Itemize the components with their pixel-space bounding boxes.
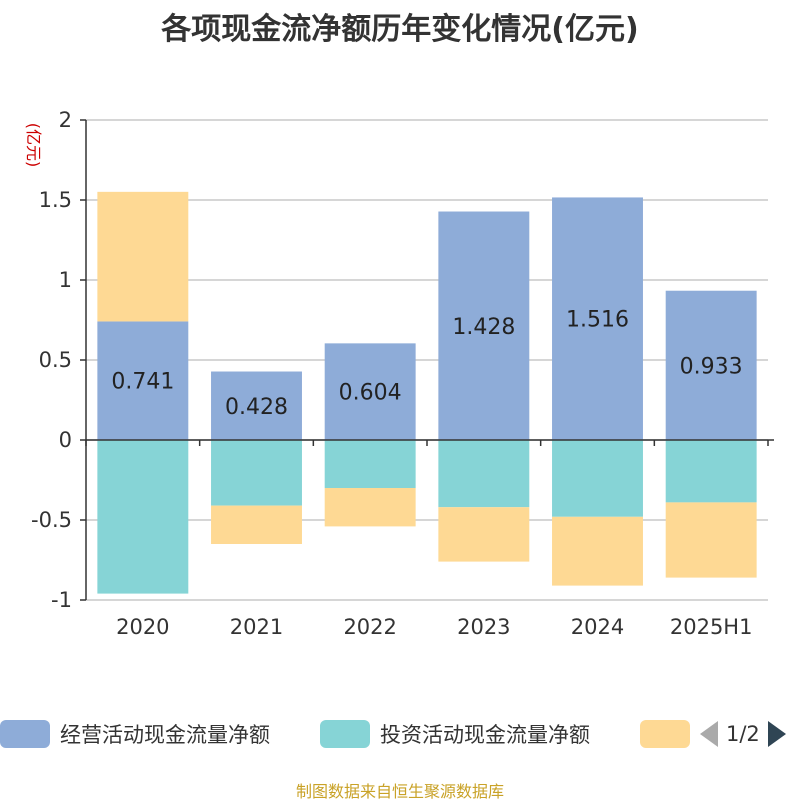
bar-2025H1-series-2[interactable] [665,502,757,578]
bar-2020-series-0[interactable] [97,321,189,440]
legend-swatch-investing [320,720,370,748]
grid-lines [86,119,768,601]
bar-2022-series-2[interactable] [324,488,416,527]
legend-swatch-third [640,720,690,748]
data-label-2021: 0.428 [225,395,288,420]
x-tick-label-2022: 2022 [343,615,396,639]
bar-2024-series-0[interactable] [552,197,643,440]
legend-item-investing[interactable]: 投资活动现金流量净额 [320,714,590,754]
bar-2023-series-1[interactable] [438,440,530,508]
legend-label-investing: 投资活动现金流量净额 [380,723,590,747]
data-label-2025H1: 0.933 [680,354,743,379]
x-tick-label-2020: 2020 [116,615,169,639]
axes [80,119,774,601]
y-tick-label: -0.5 [31,508,72,532]
bar-2021-series-0[interactable] [211,371,302,440]
y-tick-label: 2 [59,108,72,132]
chart-title: 各项现金流净额历年变化情况(亿元) [161,12,639,47]
bar-2025H1-series-0[interactable] [665,290,757,440]
y-tick-label: 0.5 [39,348,72,372]
bar-2020-series-2[interactable] [97,191,189,322]
data-label-2024: 1.516 [566,308,629,333]
legend-pager: 1/2 [700,714,786,754]
y-axis-label: (亿元) [24,123,43,168]
legend: 经营活动现金流量净额 投资活动现金流量净额 1/2 [0,714,800,754]
y-tick-label: 1 [59,268,72,292]
bar-2024-series-1[interactable] [552,440,643,517]
x-tick-label-2024: 2024 [571,615,624,639]
chart-canvas: 0.741 0.428 0.604 1.428 1.516 0.933 2 1.5 1 0.5 0… [24,108,774,639]
bar-2023-series-2[interactable] [438,507,530,562]
legend-item-third[interactable] [640,714,700,754]
x-tick-label-2023: 2023 [457,615,510,639]
legend-next-icon[interactable] [767,721,786,747]
data-label-2023: 1.428 [452,315,515,340]
data-label-2020: 0.741 [111,370,174,395]
bar-2023-series-0[interactable] [438,211,530,440]
legend-swatch-operating [0,720,50,748]
y-tick-labels: 2 1.5 1 0.5 0 -0.5 -1 [31,108,72,612]
data-label-2022: 0.604 [339,381,402,406]
legend-label-operating: 经营活动现金流量净额 [60,723,270,747]
bar-2021-series-1[interactable] [211,440,302,506]
bar-2022-series-1[interactable] [324,440,416,488]
bar-2022-series-0[interactable] [324,343,416,440]
y-tick-label: 0 [59,428,72,452]
x-tick-labels: 2020 2021 2022 2023 2024 2025H1 [116,615,752,639]
bar-2020-series-1[interactable] [97,440,189,594]
x-tick-label-2025H1: 2025H1 [670,615,753,639]
bar-2025H1-series-1[interactable] [665,440,757,503]
legend-item-operating[interactable]: 经营活动现金流量净额 [0,714,270,754]
bar-2024-series-2[interactable] [552,516,643,586]
legend-prev-icon[interactable] [700,721,718,747]
y-tick-label: -1 [51,588,72,612]
bar-2021-series-2[interactable] [211,505,302,544]
bars: 0.741 0.428 0.604 1.428 1.516 0.933 [97,191,757,594]
y-tick-label: 1.5 [39,188,72,212]
x-tick-label-2021: 2021 [230,615,283,639]
data-source-note: 制图数据来自恒生聚源数据库 [295,782,504,801]
legend-page-indicator: 1/2 [726,722,760,746]
